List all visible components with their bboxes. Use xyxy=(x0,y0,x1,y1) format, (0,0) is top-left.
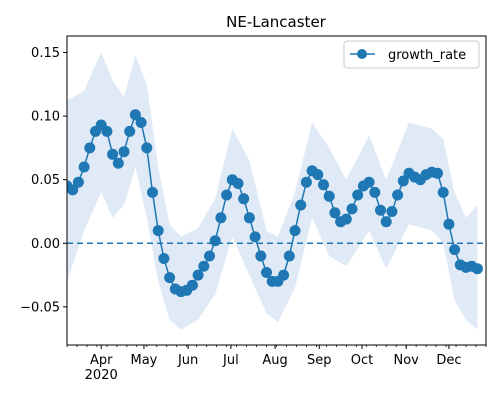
growth-rate-point xyxy=(192,269,204,281)
growth-rate-point xyxy=(215,212,227,224)
growth-rate-point xyxy=(238,193,250,205)
chart-title: NE-Lancaster xyxy=(226,13,327,31)
growth-rate-point xyxy=(255,250,267,262)
growth-rate-point xyxy=(158,253,170,264)
growth-rate-point xyxy=(295,199,307,211)
growth-rate-point xyxy=(312,169,324,181)
growth-rate-point xyxy=(432,167,443,179)
x-tick-label: Jul xyxy=(222,353,239,368)
growth-rate-point xyxy=(300,176,312,188)
growth-rate-point xyxy=(232,178,244,189)
growth-rate-point xyxy=(112,157,124,169)
y-tick-label: 0.05 xyxy=(31,173,60,188)
growth-rate-point xyxy=(118,146,130,158)
growth-rate-point xyxy=(135,117,147,128)
y-tick-label: 0.15 xyxy=(31,46,60,61)
growth-rate-point xyxy=(147,186,158,198)
y-tick-label: 0.10 xyxy=(31,110,60,125)
plot-area xyxy=(67,52,486,330)
growth-rate-point xyxy=(380,216,392,228)
growth-rate-point xyxy=(186,279,198,291)
growth-rate-point xyxy=(352,189,364,201)
x-tick-label: May xyxy=(131,353,158,368)
growth-rate-point xyxy=(340,213,352,225)
growth-rate-point xyxy=(221,189,233,201)
legend: growth_rate xyxy=(343,40,480,69)
growth-rate-point xyxy=(449,244,461,256)
growth-rate-point xyxy=(323,190,335,202)
growth-rate-point xyxy=(124,125,136,137)
growth-rate-point xyxy=(249,231,261,243)
growth-rate-point xyxy=(375,204,386,216)
growth-rate-point xyxy=(278,269,290,281)
growth-rate-point xyxy=(204,250,215,262)
x-tick-label: Dec xyxy=(436,353,461,368)
growth-rate-point xyxy=(243,212,255,224)
growth-rate-point xyxy=(107,148,119,160)
x-tick-label: 2020 xyxy=(85,368,118,383)
growth-rate-point xyxy=(152,225,164,237)
y-tick-label: 0.00 xyxy=(31,237,60,252)
growth-rate-point xyxy=(346,203,358,215)
growth-rate-point xyxy=(318,179,329,191)
growth-rate-point xyxy=(283,250,295,262)
x-tick-label: Apr xyxy=(90,353,113,368)
x-tick-label: Jun xyxy=(177,353,198,368)
growth-rate-point xyxy=(141,142,153,154)
growth-rate-point xyxy=(392,189,404,201)
x-tick-label: Sep xyxy=(307,353,332,368)
growth-rate-point xyxy=(471,263,483,275)
growth-rate-point xyxy=(329,207,341,219)
x-tick-label: Aug xyxy=(262,353,287,368)
growth-rate-point xyxy=(101,125,113,137)
growth-rate-point xyxy=(164,272,176,284)
legend-label: growth_rate xyxy=(388,48,466,63)
x-tick-label: Nov xyxy=(394,353,420,368)
growth-rate-point xyxy=(198,260,210,272)
growth-rate-point xyxy=(369,186,381,198)
growth-rate-point xyxy=(397,175,409,187)
legend-box xyxy=(343,40,480,69)
growth-rate-point xyxy=(78,161,90,173)
plot-inner xyxy=(67,52,486,330)
y-tick-label: −0.05 xyxy=(20,300,60,315)
growth-rate-point xyxy=(209,235,221,247)
x-tick-label: Oct xyxy=(351,353,373,368)
confidence-band xyxy=(67,52,478,330)
growth-rate-point xyxy=(67,184,79,196)
growth-rate-point xyxy=(72,176,84,188)
growth-rate-point xyxy=(261,267,272,278)
growth-rate-point xyxy=(363,176,375,188)
growth-rate-point xyxy=(129,109,141,121)
growth-rate-point xyxy=(437,186,449,198)
growth-rate-point xyxy=(289,225,301,237)
legend-marker xyxy=(357,49,367,59)
growth-rate-point xyxy=(386,206,398,217)
growth-rate-point xyxy=(443,218,455,230)
growth-rate-point xyxy=(84,142,96,154)
